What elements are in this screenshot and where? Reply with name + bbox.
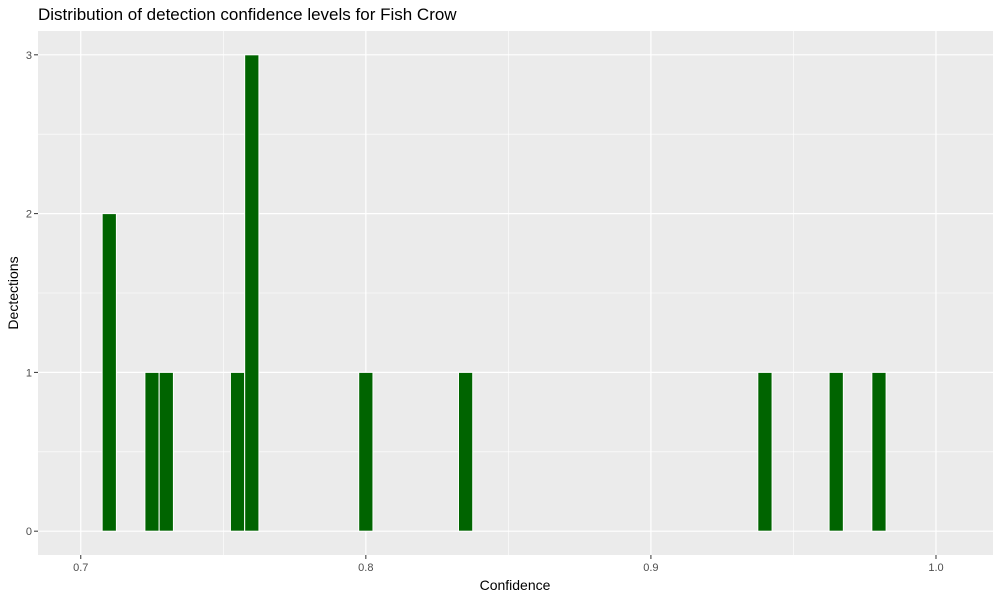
chart-title: Distribution of detection confidence lev… — [38, 5, 457, 24]
x-axis-title: Confidence — [480, 577, 551, 593]
y-tick-label: 2 — [26, 209, 32, 221]
histogram-bar — [757, 371, 773, 532]
histogram-bar — [229, 371, 246, 532]
y-axis-title: Dectections — [5, 256, 21, 329]
histogram-bar — [457, 371, 474, 532]
histogram-bar — [101, 213, 117, 532]
x-axis: 0.7 0.8 0.9 1.0 — [73, 555, 944, 574]
y-tick-label: 3 — [26, 50, 32, 62]
y-axis: 0 1 2 3 — [26, 50, 38, 538]
x-tick-label: 1.0 — [928, 562, 943, 574]
y-tick-label: 1 — [26, 367, 32, 379]
histogram-bar — [144, 371, 160, 532]
histogram-bar — [158, 371, 174, 532]
histogram-bar — [828, 371, 844, 532]
grid-minor — [38, 31, 993, 555]
y-tick-label: 0 — [26, 526, 32, 538]
histogram-bar — [244, 54, 260, 532]
histogram-bar — [358, 371, 374, 532]
histogram-bar — [871, 371, 887, 532]
x-tick-label: 0.8 — [358, 562, 373, 574]
x-tick-label: 0.7 — [73, 562, 88, 574]
x-tick-label: 0.9 — [643, 562, 658, 574]
bars — [101, 54, 887, 532]
